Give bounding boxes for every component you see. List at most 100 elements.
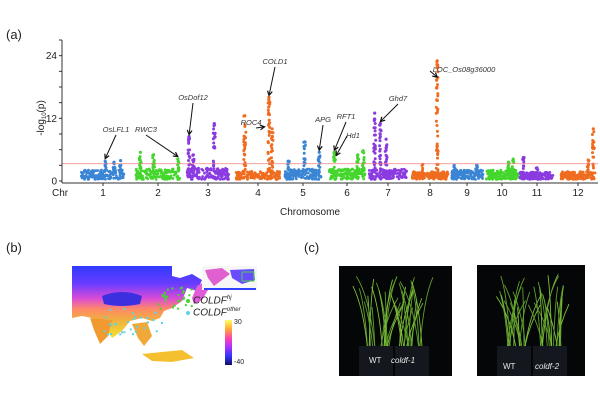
snp-point	[334, 178, 337, 181]
snp-point	[270, 149, 274, 153]
pot-mutant	[395, 346, 429, 376]
panel-c-label: (c)	[304, 240, 320, 255]
snp-point	[151, 166, 155, 170]
snp-point	[274, 172, 278, 176]
accession-dot	[181, 291, 184, 294]
snp-point	[216, 176, 220, 180]
snp-point	[250, 170, 254, 173]
accession-dot	[123, 331, 126, 334]
snp-point	[573, 172, 576, 176]
world-inset-focus-box	[241, 271, 255, 282]
snp-point	[362, 156, 366, 159]
snp-point	[332, 171, 336, 175]
india	[90, 318, 112, 344]
snp-point	[420, 171, 424, 175]
map-graphic	[72, 266, 257, 362]
gene-label: RWC3	[135, 125, 158, 134]
snp-point	[100, 168, 103, 172]
accession-dot	[171, 287, 174, 290]
snp-point	[382, 176, 386, 179]
x-tick-label-chr-6: 6	[344, 188, 350, 199]
snp-point	[91, 172, 95, 176]
snp-point	[592, 166, 595, 170]
snp-point	[435, 98, 439, 102]
leaf	[553, 286, 559, 347]
peak-point	[187, 135, 191, 139]
snp-point	[350, 177, 354, 181]
snp-point	[156, 170, 160, 173]
arrowhead-icon	[335, 150, 341, 157]
snp-point	[141, 176, 144, 180]
snp-point	[591, 139, 595, 142]
snp-point	[312, 170, 316, 174]
snp-point	[532, 173, 536, 177]
snp-point	[462, 169, 466, 172]
snp-point	[333, 159, 337, 163]
y-axis-title-tail: (p)	[36, 100, 47, 112]
snp-point	[317, 174, 321, 178]
snp-point	[373, 117, 377, 121]
snp-point	[266, 174, 269, 178]
snp-point	[302, 160, 306, 164]
snp-point	[544, 177, 548, 181]
snp-point	[318, 165, 322, 169]
peak-point	[212, 122, 216, 126]
accession-dot	[146, 316, 149, 319]
arrowhead-icon	[172, 151, 179, 158]
snp-point	[481, 172, 485, 176]
snp-point	[374, 172, 378, 175]
snp-point	[187, 159, 190, 162]
peak-point	[535, 166, 539, 170]
snp-point	[378, 144, 382, 148]
accession-dots	[103, 286, 193, 336]
snp-point	[353, 173, 357, 177]
snp-point	[581, 174, 585, 178]
accession-dot	[155, 330, 158, 333]
snp-point	[526, 177, 530, 181]
snp-point	[163, 168, 167, 172]
snp-point	[220, 175, 223, 179]
snp-point	[119, 167, 123, 171]
snp-point	[243, 145, 247, 149]
snp-point	[436, 66, 440, 70]
snp-point	[270, 134, 274, 138]
snp-point	[487, 177, 491, 180]
snp-point	[316, 159, 320, 163]
peak-point	[591, 127, 595, 131]
accession-dot	[161, 294, 164, 296]
snp-point	[357, 167, 361, 171]
photo-1-mutant-label: coldf-1	[391, 356, 416, 365]
snp-point	[244, 130, 248, 134]
snp-point	[541, 177, 545, 181]
snp-point	[276, 174, 280, 178]
chromosome-3-points	[185, 122, 231, 181]
snp-point	[246, 177, 249, 181]
snp-point	[83, 176, 87, 179]
snp-point	[450, 176, 454, 179]
snp-point	[592, 176, 596, 180]
arrowhead-icon	[333, 145, 339, 152]
snp-point	[270, 159, 274, 163]
snp-point	[416, 173, 420, 177]
leaf	[355, 276, 376, 347]
snp-point	[516, 172, 519, 176]
leaf	[410, 298, 423, 347]
peak-point	[435, 59, 439, 63]
snp-point	[187, 140, 191, 144]
snp-point	[270, 146, 274, 150]
snp-point	[379, 153, 383, 157]
snp-point	[332, 153, 336, 157]
snp-point	[568, 171, 571, 175]
snp-point	[378, 160, 382, 164]
peak-point	[267, 95, 271, 99]
x-tick-label-chr-3: 3	[205, 188, 211, 199]
snp-point	[188, 156, 192, 159]
snp-point	[263, 175, 266, 179]
snp-point	[485, 177, 488, 181]
snp-point	[251, 173, 255, 177]
snp-point	[270, 156, 273, 160]
snp-point	[491, 171, 495, 175]
leaf	[399, 281, 419, 347]
annotation-rft1: RFT1	[333, 112, 355, 152]
legend-coldf-hj: COLDFhj	[186, 295, 232, 306]
